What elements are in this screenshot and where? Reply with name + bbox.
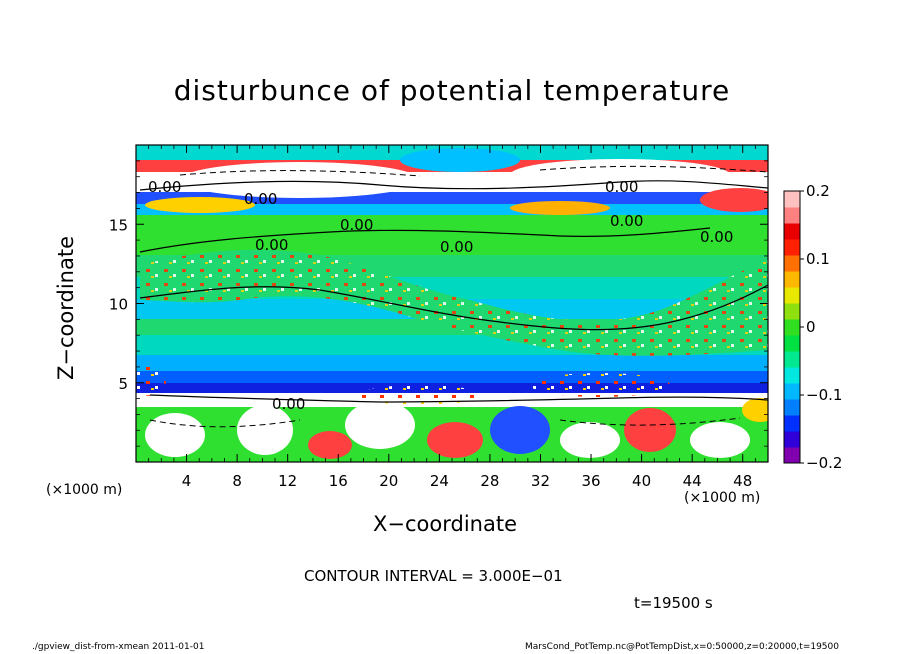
y-tick-label: 5 xyxy=(118,375,128,393)
contour-label: 0.00 xyxy=(340,216,373,234)
colorbar-swatch xyxy=(784,191,800,208)
contour-label: 0.00 xyxy=(610,212,643,230)
footer-left-text: ./gpview_dist-from-xmean 2011-01-01 xyxy=(32,642,205,652)
colorbar-swatch xyxy=(784,431,800,448)
x-unit-label-left: (×1000 m) xyxy=(46,482,123,498)
contour-label: 0.00 xyxy=(272,395,305,413)
x-tick-label: 8 xyxy=(232,472,242,490)
colorbar-swatch xyxy=(784,399,800,416)
y-axis-label: Z−coordinate xyxy=(54,236,78,380)
y-tick-label: 15 xyxy=(109,216,128,234)
x-tick-label: 36 xyxy=(581,472,600,490)
x-tick-label: 4 xyxy=(182,472,192,490)
x-tick-label: 28 xyxy=(480,472,499,490)
contour-label: 0.00 xyxy=(148,178,181,196)
colorbar-swatch xyxy=(784,351,800,368)
colorbar-swatch xyxy=(784,287,800,304)
colorbar-swatch xyxy=(784,319,800,336)
x-tick-label: 24 xyxy=(430,472,449,490)
footer-right-text: MarsCond_PotTemp.nc@PotTempDist,x=0:5000… xyxy=(525,642,839,652)
x-tick-label: 40 xyxy=(632,472,651,490)
colorbar-swatch xyxy=(784,335,800,352)
contour-interval-note: CONTOUR INTERVAL = 3.000E−01 xyxy=(304,567,563,585)
colorbar-swatch xyxy=(784,383,800,400)
time-label: t=19500 s xyxy=(634,594,713,612)
contour-label: 0.00 xyxy=(255,236,288,254)
colorbar-tick-label: −0.2 xyxy=(806,454,842,472)
contour-label: 0.00 xyxy=(244,190,277,208)
colorbar-swatch xyxy=(784,415,800,432)
contour-labels: 0.00 0.00 0.00 0.00 0.00 0.00 0.00 0.00 … xyxy=(148,178,733,413)
x-tick-label: 20 xyxy=(379,472,398,490)
x-tick-label: 16 xyxy=(329,472,348,490)
colorbar-swatch xyxy=(784,207,800,224)
colorbar-tick-label: 0.1 xyxy=(806,250,830,268)
colorbar-swatch xyxy=(784,271,800,288)
colorbar-swatch xyxy=(784,239,800,256)
x-tick-label: 32 xyxy=(531,472,550,490)
contour-label: 0.00 xyxy=(700,228,733,246)
x-axis: 4 8 12 16 20 24 28 32 36 40 44 48 xyxy=(148,145,756,490)
colorbar: 0.2 0.1 0 −0.1 −0.2 xyxy=(783,182,842,472)
colorbar-tick-label: 0.2 xyxy=(806,182,830,200)
x-axis-label: X−coordinate xyxy=(373,512,517,536)
colorbar-swatch xyxy=(784,223,800,240)
x-tick-label: 12 xyxy=(278,472,297,490)
colorbar-swatch xyxy=(784,303,800,320)
colorbar-tick-label: −0.1 xyxy=(806,386,842,404)
y-tick-label: 10 xyxy=(109,296,128,314)
x-tick-label: 48 xyxy=(733,472,752,490)
y-axis: 5 10 15 xyxy=(109,160,768,447)
colorbar-tick-label: 0 xyxy=(806,318,816,336)
heatmap-field xyxy=(136,145,768,462)
x-unit-label-right: (×1000 m) xyxy=(684,490,761,506)
colorbar-swatch xyxy=(784,447,800,464)
contour-label: 0.00 xyxy=(605,178,638,196)
chart-title: disturbunce of potential temperature xyxy=(173,74,731,107)
colorbar-swatch xyxy=(784,367,800,384)
x-tick-label: 44 xyxy=(683,472,702,490)
colorbar-swatch xyxy=(784,255,800,272)
contour-label: 0.00 xyxy=(440,238,473,256)
